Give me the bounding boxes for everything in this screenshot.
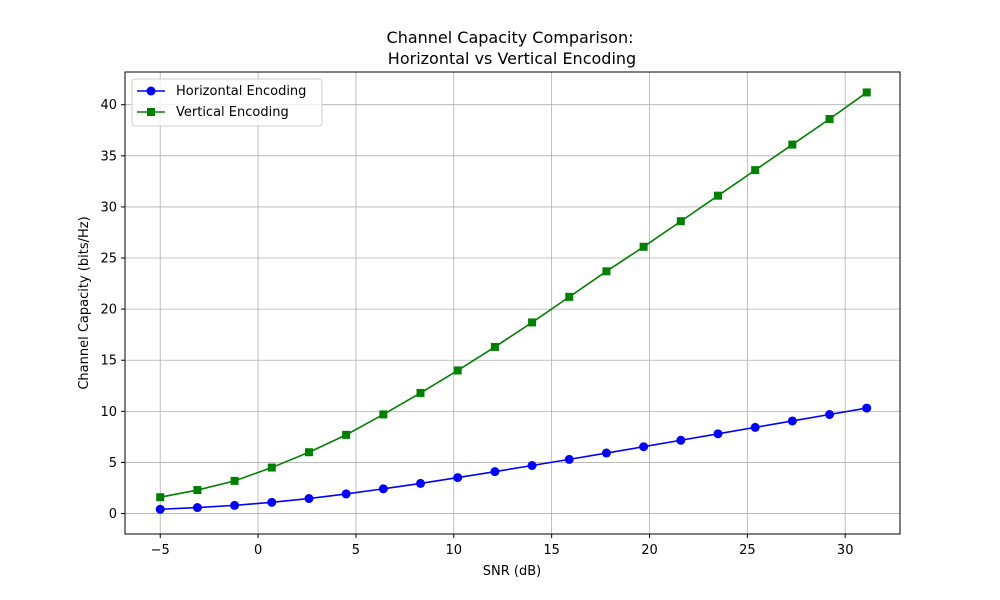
series-line-vertical-encoding [160,91,868,498]
x-tick-label: 15 [543,543,560,558]
data-point-horizontal-encoding [267,497,277,507]
data-point-vertical-encoding [490,342,499,351]
data-point-horizontal-encoding [490,467,500,477]
data-point-vertical-encoding [639,242,648,251]
data-point-horizontal-encoding [341,489,351,499]
y-tick-label: 30 [100,200,117,215]
y-tick-label: 25 [100,252,117,267]
data-point-horizontal-encoding [564,454,574,464]
data-point-vertical-encoding [862,88,871,97]
series-line-horizontal-encoding [160,407,867,511]
data-point-vertical-encoding [230,476,239,485]
plot-frame [124,71,901,535]
x-tick-label: 25 [739,543,756,558]
data-point-horizontal-encoding [787,416,797,426]
data-point-vertical-encoding [528,318,537,327]
y-tick-label: 35 [100,149,117,164]
data-point-horizontal-encoding [862,403,872,413]
legend-box [131,78,323,127]
legend: Horizontal Encoding Vertical Encoding [131,78,323,127]
data-point-horizontal-encoding [155,504,165,514]
x-tick-label: 0 [254,543,262,558]
y-tick-label: 20 [100,303,117,318]
x-tick-label: 10 [446,543,463,558]
data-point-vertical-encoding [602,267,611,276]
data-point-horizontal-encoding [230,500,240,510]
data-point-horizontal-encoding [527,461,537,471]
chart-title-line-2: Horizontal vs Vertical Encoding [388,49,636,68]
x-tick-label: 20 [641,543,658,558]
data-point-horizontal-encoding [713,429,723,439]
data-point-horizontal-encoding [453,473,463,483]
y-tick-label: 10 [100,405,117,420]
data-point-vertical-encoding [416,388,425,397]
data-point-horizontal-encoding [192,503,202,513]
x-axis-label: SNR (dB) [483,564,541,579]
data-point-vertical-encoding [676,217,685,226]
data-point-horizontal-encoding [750,422,760,432]
data-point-vertical-encoding [751,166,760,175]
data-point-horizontal-encoding [601,448,611,458]
data-point-vertical-encoding [788,140,797,149]
data-point-horizontal-encoding [676,435,686,445]
data-point-vertical-encoding [156,493,165,502]
x-tick-label: 30 [837,543,854,558]
x-tick-label: 5 [352,543,360,558]
data-point-vertical-encoding [453,366,462,375]
legend-marker-horizontal [146,86,156,96]
data-point-horizontal-encoding [416,478,426,488]
data-point-vertical-encoding [342,430,351,439]
data-point-vertical-encoding [267,463,276,472]
data-point-vertical-encoding [565,292,574,301]
x-tick-label: −5 [151,543,170,558]
data-point-vertical-encoding [304,448,313,457]
legend-label-vertical: Vertical Encoding [176,105,289,120]
y-tick-label: 0 [109,507,117,522]
y-axis-label: Channel Capacity (bits/Hz) [77,216,92,389]
data-point-vertical-encoding [713,191,722,200]
data-point-horizontal-encoding [378,484,388,494]
data-point-horizontal-encoding [825,410,835,420]
data-point-vertical-encoding [193,486,202,495]
legend-label-horizontal: Horizontal Encoding [176,84,306,99]
data-point-horizontal-encoding [639,442,649,452]
data-point-vertical-encoding [825,115,834,124]
chart-title-line-1: Channel Capacity Comparison: [387,28,634,47]
y-tick-label: 5 [109,456,117,471]
data-point-horizontal-encoding [304,494,314,504]
y-tick-label: 40 [100,98,117,113]
y-tick-label: 15 [100,354,117,369]
data-point-vertical-encoding [379,410,388,419]
legend-marker-vertical [147,108,155,116]
